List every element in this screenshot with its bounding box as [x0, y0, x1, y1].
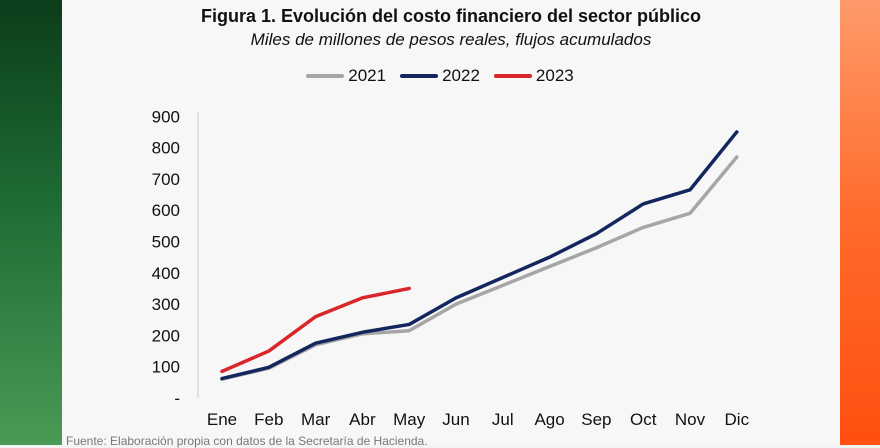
- legend-label-2022: 2022: [442, 66, 480, 85]
- y-tick-label: 400: [152, 264, 180, 283]
- x-tick-label: Mar: [301, 410, 331, 429]
- y-tick-label: 700: [152, 170, 180, 189]
- legend-swatch-2021: [306, 74, 345, 78]
- chart-panel: [62, 0, 840, 445]
- y-tick-label: 200: [152, 326, 180, 345]
- x-tick-label: Ago: [534, 410, 564, 429]
- chart-legend: 2021 2022 2023: [0, 66, 880, 86]
- x-tick-label: Nov: [675, 410, 706, 429]
- y-tick-label: 900: [152, 107, 180, 126]
- y-tick-label: 600: [152, 201, 180, 220]
- x-tick-label: May: [393, 410, 426, 429]
- right-decorative-band: [840, 0, 880, 445]
- x-tick-label: Sep: [581, 410, 611, 429]
- series-lines: [220, 130, 739, 381]
- left-decorative-band: [0, 0, 62, 445]
- x-axis-ticks: Ene Feb Mar Abr May Jun Jul Ago Sep Oct Nov Dic: [207, 410, 750, 429]
- legend-label-2023: 2023: [535, 66, 574, 85]
- chart-subtitle: Miles de millones de pesos reales, flujo…: [250, 30, 652, 49]
- x-tick-label: Jun: [442, 410, 469, 429]
- x-tick-label: Jul: [492, 410, 514, 429]
- y-axis-ticks: - 100 200 300 400 500 600 700 800 900: [152, 107, 180, 408]
- legend-label-2021: 2021: [348, 66, 387, 85]
- x-tick-label: Feb: [254, 410, 283, 429]
- x-tick-label: Ene: [207, 410, 237, 429]
- chart-title: Figura 1. Evolución del costo financiero…: [200, 6, 702, 26]
- y-tick-label: -: [174, 389, 180, 408]
- legend-item-2021: 2021: [306, 66, 386, 86]
- legend-swatch-2022: [400, 74, 439, 78]
- y-tick-label: 500: [152, 233, 180, 252]
- series-line-2023: [220, 286, 411, 374]
- series-line-2022: [220, 130, 739, 381]
- legend-item-2022: 2022: [400, 66, 480, 86]
- legend-swatch-2023: [493, 74, 532, 78]
- x-tick-label: Oct: [630, 410, 657, 429]
- x-tick-label: Abr: [349, 410, 376, 429]
- x-tick-label: Dic: [725, 410, 750, 429]
- chart-footnote: Fuente: Elaboración propia con datos de …: [66, 434, 428, 448]
- legend-item-2023: 2023: [493, 66, 574, 86]
- series-line-2021: [220, 155, 739, 381]
- y-tick-label: 800: [152, 139, 180, 158]
- y-tick-label: 300: [152, 295, 180, 314]
- y-tick-label: 100: [152, 358, 180, 377]
